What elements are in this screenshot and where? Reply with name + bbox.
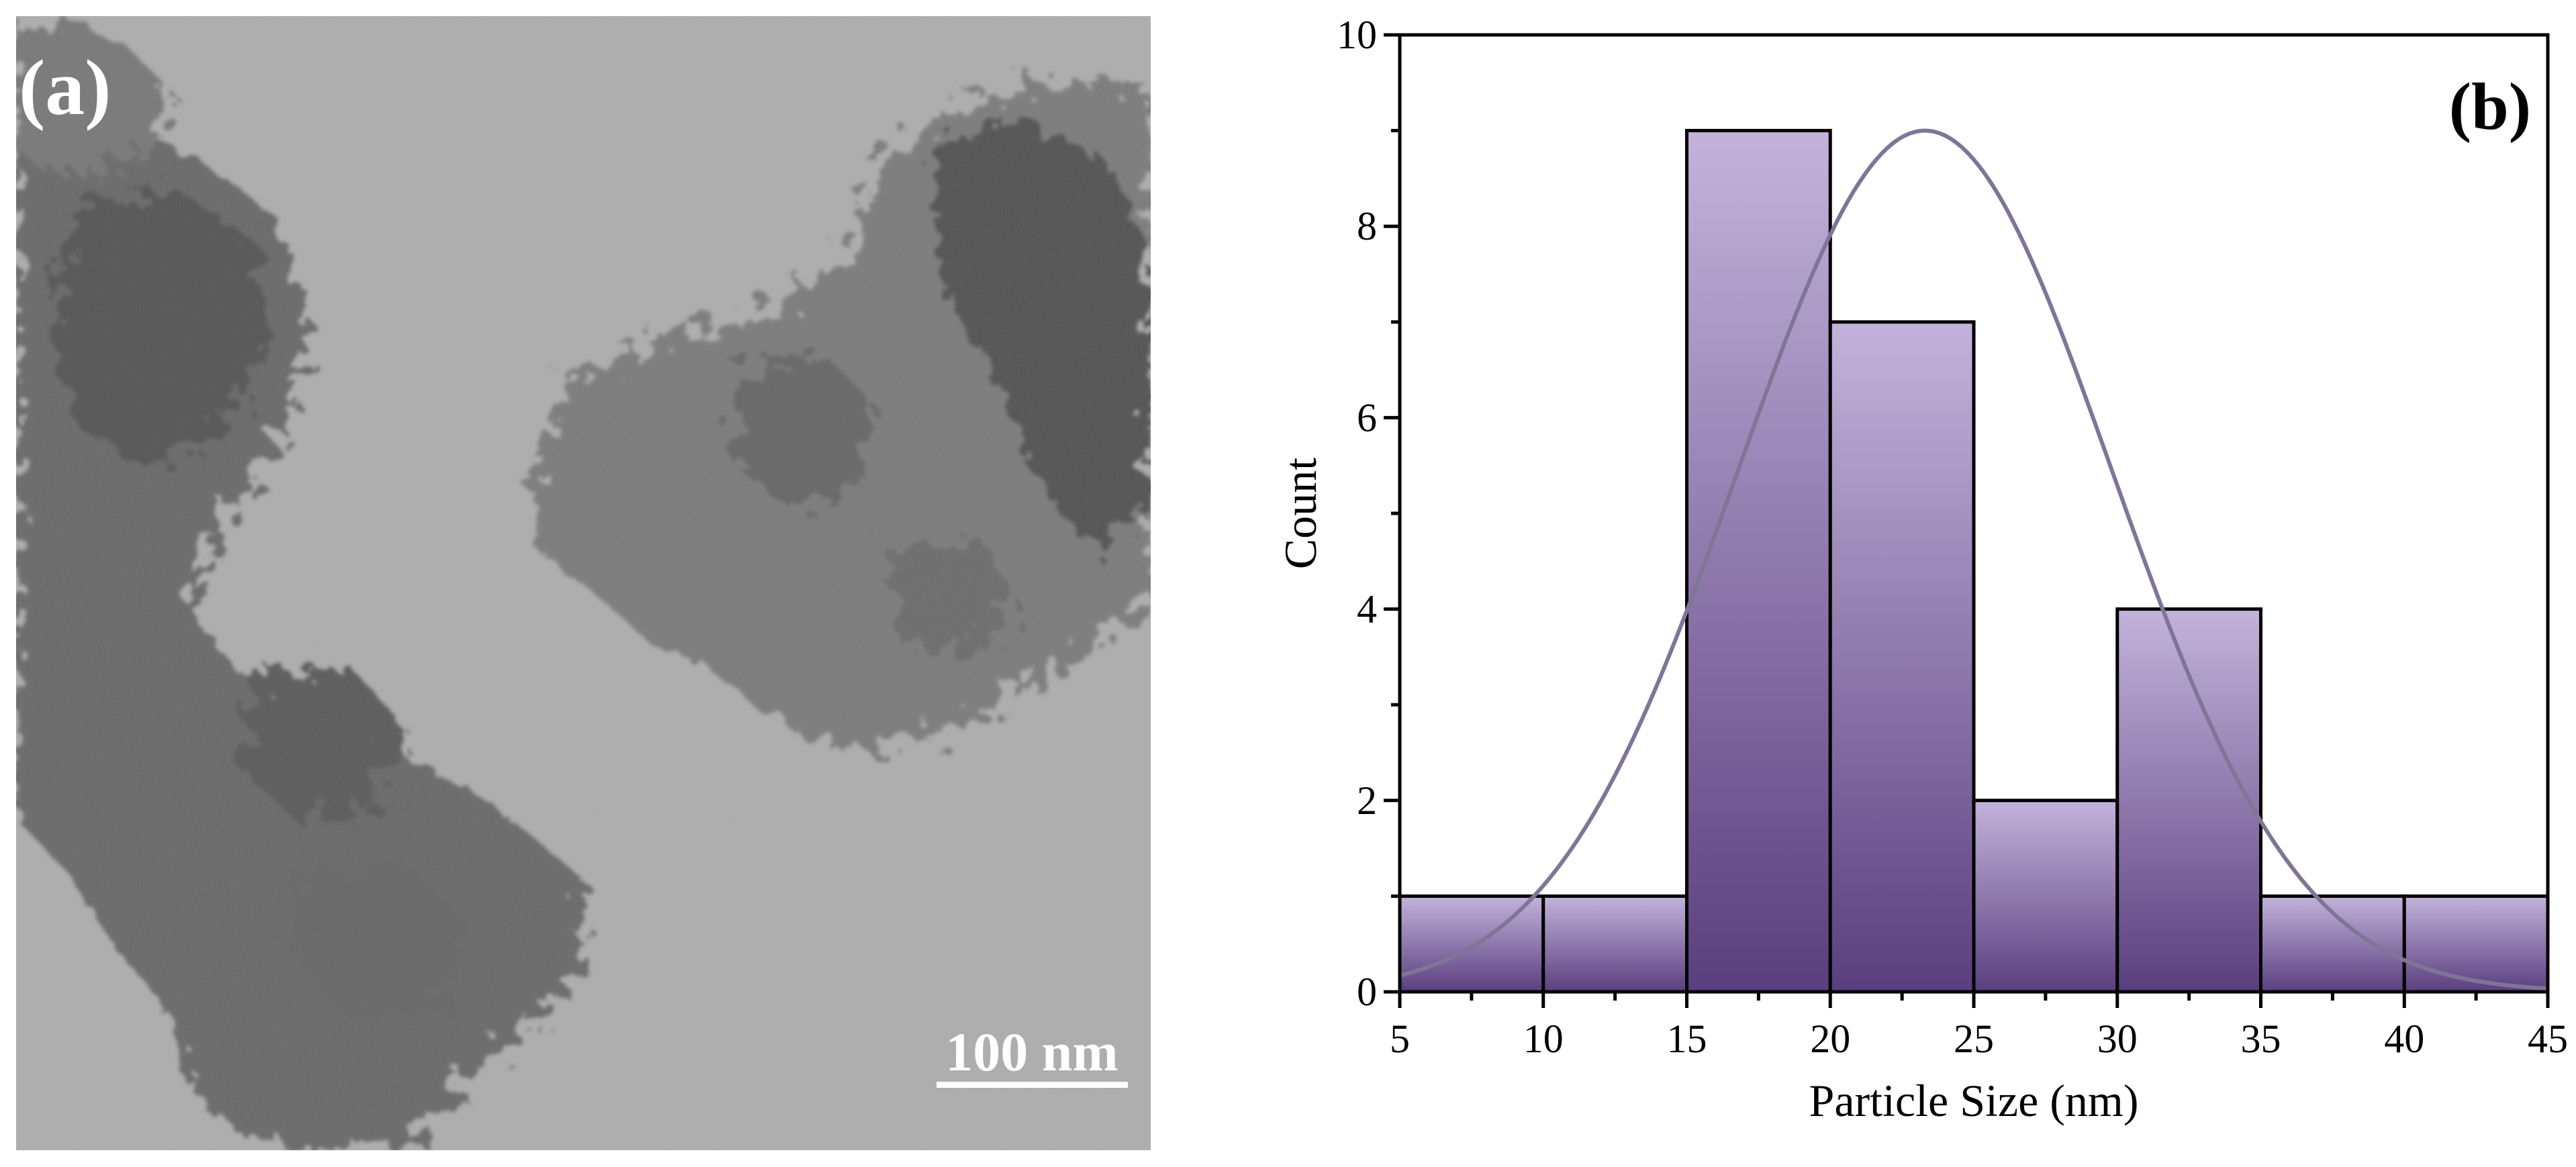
histogram-panel: 5 10 15 20 25 30 35 40 45 0 2 4 6 8 10 Particle Size … xyxy=(1275,13,2568,1126)
x-tick-label: 5 xyxy=(1390,1017,1410,1061)
x-tick-label: 45 xyxy=(2528,1017,2568,1061)
y-axis-title: Count xyxy=(1275,458,1326,569)
scale-bar-label: 100 nm xyxy=(945,1021,1118,1082)
y-axis-ticks: 0 2 4 6 8 10 xyxy=(1337,13,1400,1014)
histogram-bar-10-15 xyxy=(1541,894,1688,994)
x-tick-label: 20 xyxy=(1810,1017,1850,1061)
tem-particle-clusters xyxy=(16,16,1151,1150)
gaussian-fit-curve xyxy=(1399,128,2548,991)
histogram-bar-30-35 xyxy=(2115,607,2262,994)
x-tick-label: 15 xyxy=(1667,1017,1707,1061)
histogram-bar-20-25 xyxy=(1828,320,1976,994)
x-tick-label: 10 xyxy=(1523,1017,1564,1061)
y-tick-label: 8 xyxy=(1357,204,1377,248)
scale-bar: 100 nm xyxy=(937,1021,1128,1088)
histogram-bars xyxy=(1398,129,2550,994)
panel-b-label: (b) xyxy=(2449,69,2531,144)
y-tick-label: 0 xyxy=(1357,970,1377,1014)
histogram-bar-15-20 xyxy=(1685,129,1832,994)
scale-bar-line xyxy=(937,1082,1128,1088)
histogram-bar-25-30 xyxy=(1972,799,2119,994)
tem-micrograph-panel: 100 nm (a) xyxy=(16,16,1151,1150)
histogram-bar-40-45 xyxy=(2402,894,2550,994)
x-tick-label: 35 xyxy=(2241,1017,2281,1061)
x-tick-label: 25 xyxy=(1954,1017,1994,1061)
y-tick-label: 6 xyxy=(1357,395,1377,440)
x-axis-title: Particle Size (nm) xyxy=(1809,1075,2139,1126)
x-tick-label: 30 xyxy=(2097,1017,2138,1061)
x-axis-ticks: 5 10 15 20 25 30 35 40 45 xyxy=(1390,992,2568,1061)
x-tick-label: 40 xyxy=(2384,1017,2424,1061)
y-tick-label: 10 xyxy=(1337,13,1377,57)
y-tick-label: 4 xyxy=(1357,587,1377,631)
panel-a-label: (a) xyxy=(19,44,111,132)
y-tick-label: 2 xyxy=(1357,778,1377,823)
